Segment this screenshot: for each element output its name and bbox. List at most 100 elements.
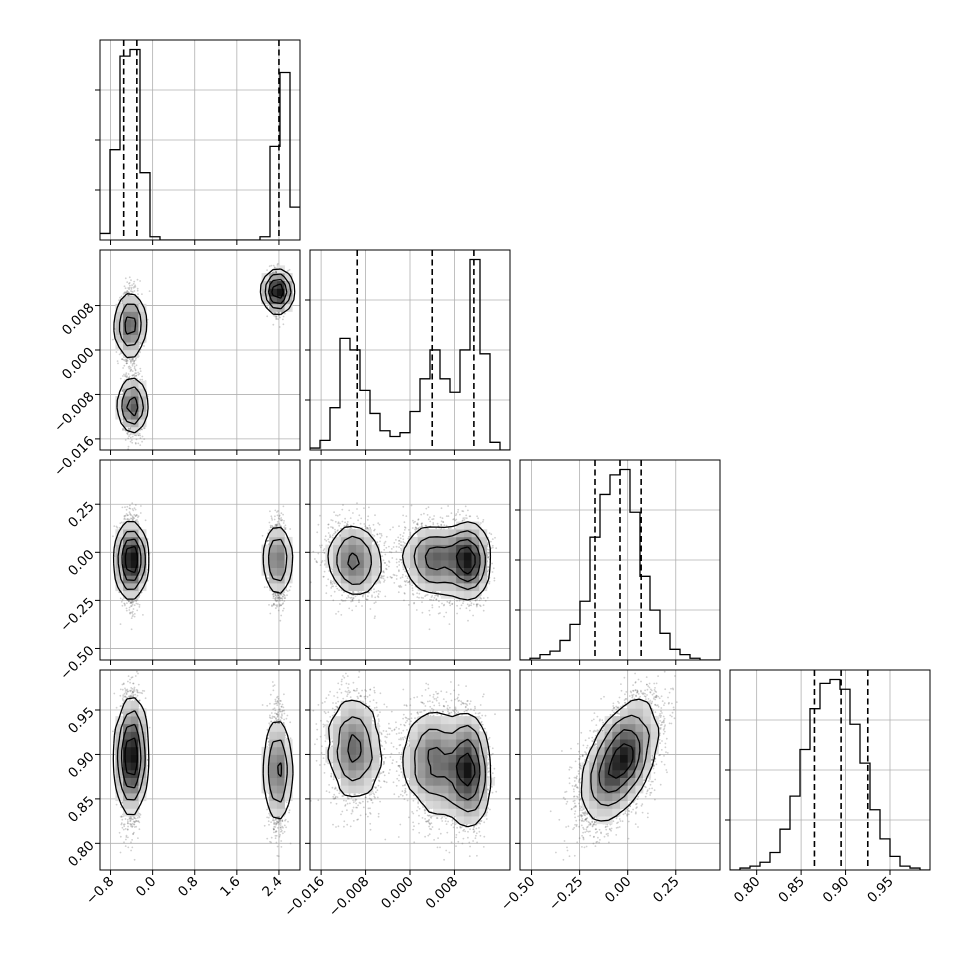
sample-point xyxy=(126,432,129,434)
sample-point xyxy=(131,441,134,444)
sample-point xyxy=(117,362,119,365)
sample-point xyxy=(137,373,140,376)
sample-point xyxy=(122,428,124,430)
sample-point xyxy=(134,359,137,362)
sample-point xyxy=(139,434,142,437)
sample-point xyxy=(278,326,281,328)
sample-point xyxy=(138,432,141,435)
sample-point xyxy=(133,373,135,376)
sample-point xyxy=(121,358,123,361)
sample-point xyxy=(121,300,124,303)
sample-point xyxy=(142,427,145,429)
sample-point xyxy=(139,351,141,354)
sample-point xyxy=(133,375,136,378)
sample-point xyxy=(131,284,134,287)
sample-point xyxy=(131,435,134,438)
sample-point xyxy=(141,293,143,295)
sample-point xyxy=(141,440,144,443)
sample-point xyxy=(130,439,133,441)
sample-point xyxy=(126,432,128,435)
sample-point xyxy=(130,288,133,290)
sample-point xyxy=(115,351,118,353)
sample-point xyxy=(131,360,133,362)
sample-point xyxy=(131,364,134,367)
sample-point xyxy=(118,299,120,302)
sample-point xyxy=(126,362,128,365)
sample-point xyxy=(123,373,125,376)
sample-point xyxy=(122,293,125,295)
sample-point xyxy=(137,434,140,437)
sample-point xyxy=(132,282,135,285)
sample-point xyxy=(129,366,132,369)
sample-point xyxy=(140,428,143,430)
sample-point xyxy=(124,287,127,290)
sample-point xyxy=(131,374,134,377)
sample-point xyxy=(126,362,128,365)
sample-point xyxy=(128,357,131,360)
panel-frame xyxy=(99,39,301,241)
sample-point xyxy=(133,360,136,362)
sample-point xyxy=(128,286,131,289)
sample-point xyxy=(132,379,135,382)
sample-point xyxy=(124,277,127,280)
sample-point xyxy=(124,292,126,295)
sample-point xyxy=(135,438,138,441)
sample-point xyxy=(131,358,134,360)
sample-point xyxy=(276,262,279,265)
sample-point xyxy=(288,268,291,271)
sample-point xyxy=(133,374,136,377)
sample-point xyxy=(275,270,277,273)
sample-point xyxy=(141,435,144,438)
sample-point xyxy=(129,436,132,439)
sample-point xyxy=(133,360,136,363)
sample-point xyxy=(148,290,151,292)
sample-point xyxy=(135,364,138,367)
sample-point xyxy=(132,291,134,293)
sample-point xyxy=(130,279,132,282)
sample-point xyxy=(133,285,136,288)
sample-point xyxy=(134,368,137,371)
sample-point xyxy=(121,358,124,361)
sample-point xyxy=(135,434,138,437)
sample-point xyxy=(138,372,141,375)
sample-point xyxy=(128,375,131,378)
sample-point xyxy=(141,428,144,431)
sample-point xyxy=(137,442,140,445)
sample-point xyxy=(125,291,128,294)
sample-point xyxy=(134,442,137,444)
sample-point xyxy=(123,364,126,367)
sample-point xyxy=(127,437,130,440)
sample-point xyxy=(119,377,122,380)
sample-point xyxy=(122,375,124,377)
sample-point xyxy=(120,352,122,355)
sample-point xyxy=(119,296,121,299)
sample-point xyxy=(122,358,125,361)
sample-point xyxy=(132,362,135,365)
sample-point xyxy=(136,278,139,281)
panel-p0-p0 xyxy=(95,39,301,245)
sample-point xyxy=(134,369,137,372)
sample-point xyxy=(132,286,135,289)
sample-point xyxy=(124,439,127,441)
sample-point xyxy=(125,291,127,294)
sample-point xyxy=(143,345,145,347)
sample-point xyxy=(123,359,126,362)
sample-point xyxy=(122,427,125,430)
sample-point xyxy=(125,362,128,365)
sample-point xyxy=(124,375,127,378)
sample-point xyxy=(129,370,132,372)
sample-point xyxy=(128,428,131,431)
sample-point xyxy=(128,367,131,370)
sample-point xyxy=(274,269,277,272)
sample-point xyxy=(139,367,142,370)
sample-point xyxy=(125,376,128,379)
sample-point xyxy=(143,438,146,440)
sample-point xyxy=(125,360,128,363)
sample-point xyxy=(277,318,279,320)
sample-point xyxy=(134,442,137,445)
sample-point xyxy=(129,360,132,362)
sample-point xyxy=(139,280,142,282)
sample-point xyxy=(129,290,132,292)
sample-point xyxy=(127,294,130,297)
sample-point xyxy=(125,360,128,363)
